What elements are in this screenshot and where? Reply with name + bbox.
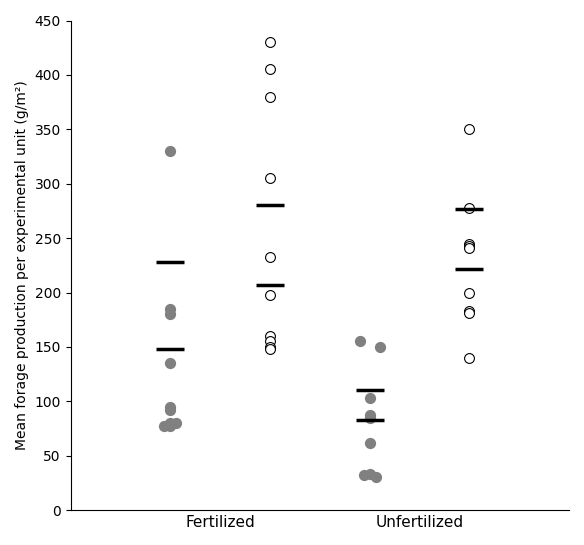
Point — [465, 307, 474, 316]
Point — [265, 252, 274, 261]
Point — [265, 343, 274, 352]
Point — [166, 305, 175, 313]
Point — [465, 203, 474, 212]
Point — [166, 405, 175, 414]
Point — [365, 413, 374, 422]
Point — [166, 422, 175, 431]
Point — [166, 359, 175, 368]
Point — [365, 470, 374, 479]
Y-axis label: Mean forage production per experimental unit (g/m²): Mean forage production per experimental … — [15, 81, 29, 450]
Point — [465, 241, 474, 250]
Point — [465, 239, 474, 248]
Point — [355, 337, 364, 346]
Point — [365, 393, 374, 402]
Point — [265, 38, 274, 47]
Point — [365, 411, 374, 420]
Point — [166, 402, 175, 411]
Point — [265, 92, 274, 101]
Point — [159, 422, 169, 431]
Point — [166, 310, 175, 319]
Point — [265, 174, 274, 183]
Point — [359, 471, 369, 480]
Point — [465, 288, 474, 297]
Point — [166, 147, 175, 155]
Point — [265, 332, 274, 341]
Point — [375, 343, 384, 352]
Point — [371, 473, 380, 482]
Point — [265, 65, 274, 74]
Point — [265, 290, 274, 299]
Point — [465, 125, 474, 134]
Point — [166, 419, 175, 427]
Point — [465, 309, 474, 318]
Point — [265, 337, 274, 346]
Point — [265, 345, 274, 354]
Point — [365, 438, 374, 447]
Point — [465, 354, 474, 362]
Point — [172, 419, 181, 427]
Point — [465, 244, 474, 252]
